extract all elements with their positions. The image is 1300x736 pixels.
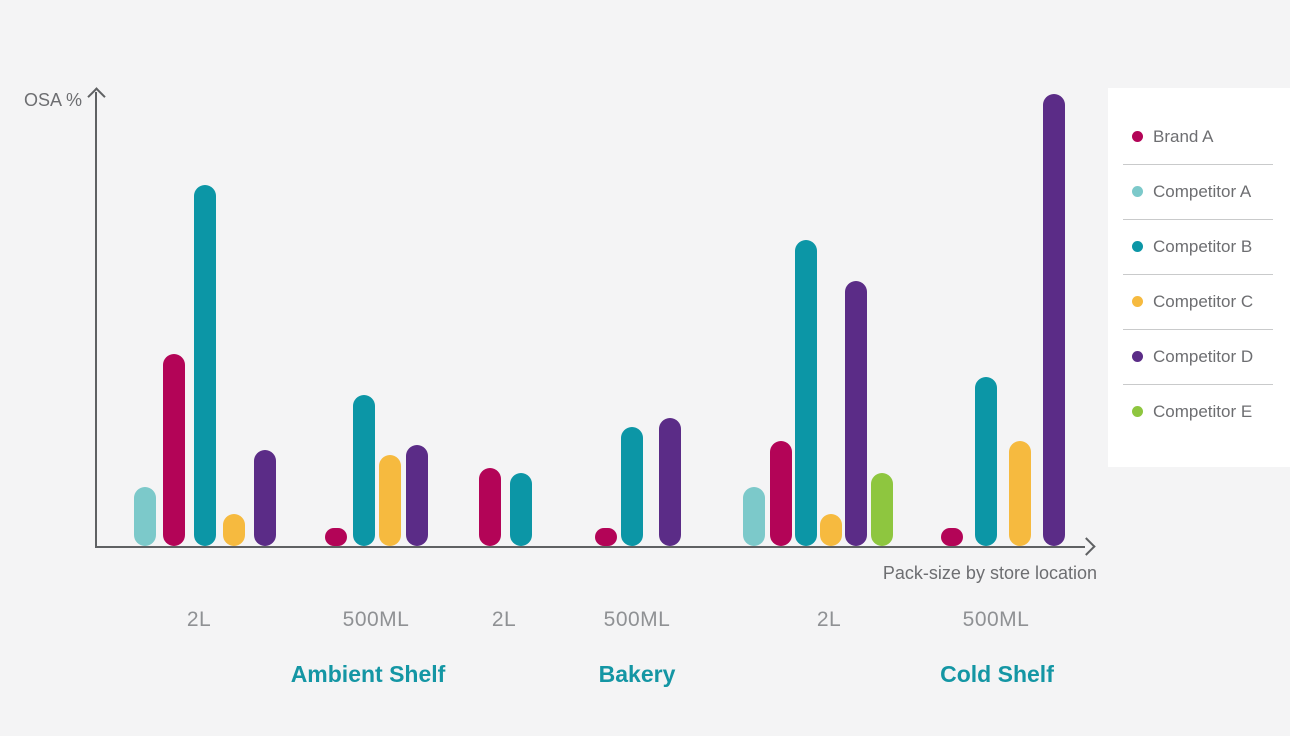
legend-item-label: Competitor A — [1153, 181, 1252, 201]
bar-competitor-b — [353, 395, 375, 546]
bar-competitor-d — [659, 418, 681, 546]
bar-competitor-b — [510, 473, 532, 546]
tick-label: 2L — [186, 608, 212, 631]
y-axis-line — [95, 92, 97, 547]
tick-label: 2L — [491, 608, 517, 631]
legend-item-competitor-a: Competitor A — [1108, 164, 1300, 219]
tick-label: 2L — [816, 608, 842, 631]
bar-brand-a — [770, 441, 792, 546]
legend-item-label: Competitor E — [1153, 401, 1253, 421]
bar-competitor-c — [820, 514, 842, 546]
bar-competitor-c — [379, 455, 401, 546]
bar-competitor-d — [406, 445, 428, 546]
bar-competitor-d — [1043, 94, 1065, 546]
bar-competitor-b — [975, 377, 997, 546]
bar-competitor-d — [845, 281, 867, 546]
legend: Brand A Competitor A Competitor B Competito… — [1108, 88, 1300, 467]
right-white-strip — [1290, 0, 1300, 736]
legend-dot-icon — [1132, 406, 1143, 417]
y-axis-title: OSA % — [24, 90, 83, 110]
legend-item-competitor-d: Competitor D — [1108, 329, 1300, 384]
bar-brand-a — [479, 468, 501, 546]
bar-competitor-c — [1009, 441, 1031, 546]
bar-brand-a — [163, 354, 185, 546]
bar-competitor-d — [254, 450, 276, 546]
legend-item-competitor-e: Competitor E — [1108, 384, 1300, 439]
x-axis-title: Pack-size by store location — [882, 563, 1097, 583]
bar-brand-a — [595, 528, 617, 546]
legend-dot-icon — [1132, 131, 1143, 142]
location-label-ambient-shelf: Ambient Shelf — [290, 661, 446, 687]
legend-dot-icon — [1132, 241, 1143, 252]
legend-item-label: Competitor B — [1153, 236, 1253, 256]
legend-item-competitor-b: Competitor B — [1108, 219, 1300, 274]
legend-item-competitor-c: Competitor C — [1108, 274, 1300, 329]
legend-item-brand-a: Brand A — [1108, 109, 1300, 164]
legend-dot-icon — [1132, 186, 1143, 197]
legend-dot-icon — [1132, 351, 1143, 362]
bar-competitor-a — [134, 487, 156, 546]
bar-brand-a — [325, 528, 347, 546]
bar-competitor-a — [743, 487, 765, 546]
legend-item-label: Brand A — [1153, 126, 1214, 146]
bar-competitor-c — [223, 514, 245, 546]
bar-competitor-b — [621, 427, 643, 546]
legend-dot-icon — [1132, 296, 1143, 307]
y-axis-arrow-icon — [87, 87, 106, 106]
location-label-cold-shelf: Cold Shelf — [940, 661, 1054, 687]
legend-item-label: Competitor D — [1153, 346, 1254, 366]
location-label-bakery: Bakery — [598, 661, 676, 687]
tick-label: 500ML — [962, 608, 1030, 631]
x-axis-line — [95, 546, 1085, 548]
bar-competitor-b — [795, 240, 817, 546]
tick-label: 500ML — [603, 608, 671, 631]
tick-label: 500ML — [342, 608, 410, 631]
legend-item-label: Competitor C — [1153, 291, 1254, 311]
bar-brand-a — [941, 528, 963, 546]
bar-competitor-b — [194, 185, 216, 546]
bar-competitor-e — [871, 473, 893, 546]
x-axis-arrow-icon — [1077, 537, 1096, 556]
